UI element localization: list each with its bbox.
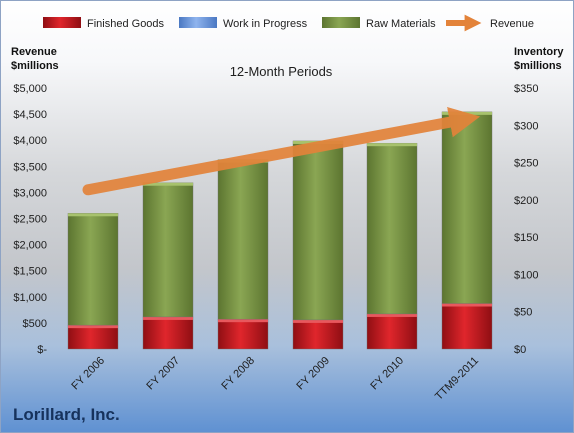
- left-axis-ticks: $- $500 $1,000 $1,500 $2,000 $2,500 $3,000 $3,5…: [13, 83, 47, 356]
- bar-top-highlight: [367, 313, 417, 317]
- bar-raw-materials: [142, 182, 194, 318]
- category-label: FY 2008: [219, 355, 257, 393]
- bar-finished-goods: [142, 316, 194, 350]
- bar-finished-goods: [441, 303, 493, 350]
- legend-swatch-work-in-progress: [179, 17, 217, 28]
- bar-top-highlight: [293, 319, 343, 323]
- left-tick-label: $500: [23, 318, 47, 330]
- bar-top-highlight: [218, 319, 268, 323]
- left-tick-label: $4,500: [13, 109, 47, 121]
- company-name: Lorillard, Inc.: [13, 405, 120, 424]
- left-axis-title-line2: $millions: [11, 60, 59, 72]
- bars-layer: [67, 111, 493, 350]
- right-tick-label: $200: [514, 195, 538, 207]
- left-tick-label: $5,000: [13, 83, 47, 95]
- legend-label-finished-goods: Finished Goods: [87, 18, 165, 30]
- bar-top-highlight: [143, 316, 193, 320]
- left-axis-title-line1: Revenue: [11, 46, 57, 58]
- category-label: FY 2010: [368, 355, 406, 393]
- category-labels: FY 2006 FY 2007 FY 2008 FY 2009 FY 2010 TTM9-…: [69, 355, 481, 403]
- legend-swatch-raw-materials: [322, 17, 360, 28]
- bar-raw-materials: [366, 142, 418, 315]
- bar-top-highlight: [367, 143, 417, 147]
- bar-raw-materials: [441, 111, 493, 304]
- left-tick-label: $3,000: [13, 187, 47, 199]
- bar-raw-materials: [67, 213, 119, 326]
- legend-swatch-finished-goods: [43, 17, 81, 28]
- bar-top-highlight: [442, 303, 492, 307]
- bar-top-highlight: [68, 325, 118, 329]
- left-tick-label: $-: [37, 344, 47, 356]
- bar-finished-goods: [217, 318, 269, 350]
- left-tick-label: $3,500: [13, 161, 47, 173]
- left-tick-label: $1,500: [13, 266, 47, 278]
- right-tick-label: $0: [514, 344, 526, 356]
- category-label: FY 2006: [69, 355, 107, 393]
- category-label: TTM9-2011: [433, 355, 481, 403]
- bar-top-highlight: [68, 213, 118, 217]
- legend-label-revenue: Revenue: [490, 18, 534, 30]
- bar-finished-goods: [67, 324, 119, 350]
- chart-title: 12-Month Periods: [230, 64, 333, 79]
- bar-top-highlight: [143, 182, 193, 186]
- right-tick-label: $50: [514, 307, 532, 319]
- bar-raw-materials: [292, 140, 344, 321]
- right-tick-label: $150: [514, 232, 538, 244]
- right-axis-title-line2: $millions: [514, 60, 562, 72]
- left-tick-label: $1,000: [13, 292, 47, 304]
- left-tick-label: $4,000: [13, 135, 47, 147]
- right-tick-label: $300: [514, 120, 538, 132]
- left-tick-label: $2,500: [13, 214, 47, 226]
- right-tick-label: $250: [514, 158, 538, 170]
- legend: Finished Goods Work in Progress Raw Mate…: [43, 14, 534, 32]
- bar-finished-goods: [292, 319, 344, 350]
- legend-label-work-in-progress: Work in Progress: [223, 18, 308, 30]
- right-tick-label: $350: [514, 83, 538, 95]
- revenue-trend-arrow: [82, 107, 481, 196]
- category-label: FY 2007: [144, 355, 182, 393]
- bar-finished-goods: [366, 313, 418, 350]
- left-tick-label: $2,000: [13, 240, 47, 252]
- right-tick-label: $100: [514, 269, 538, 281]
- right-axis-ticks: $0 $50 $100 $150 $200 $250 $300 $350: [514, 83, 538, 356]
- bar-raw-materials: [217, 159, 269, 320]
- revenue-line-layer: [82, 107, 481, 196]
- right-axis-title-line1: Inventory: [514, 46, 564, 58]
- category-label: FY 2009: [294, 355, 332, 393]
- legend-label-raw-materials: Raw Materials: [366, 18, 436, 30]
